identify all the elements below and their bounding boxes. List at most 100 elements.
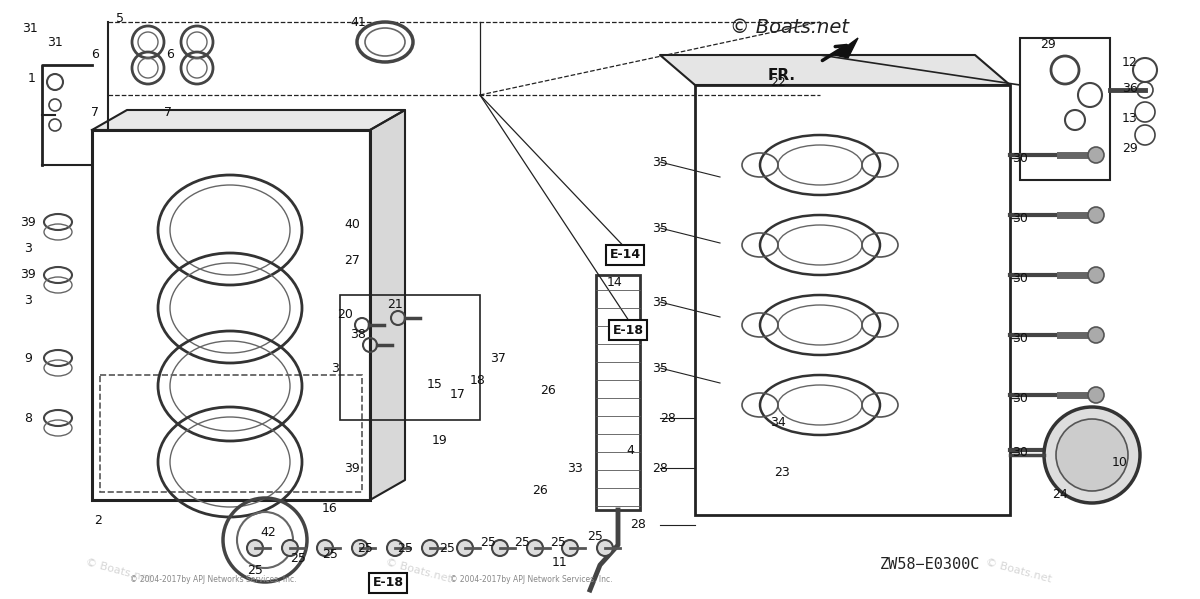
Text: 39: 39 <box>344 461 360 474</box>
Text: 35: 35 <box>652 362 668 374</box>
Text: ZW58−E0300C: ZW58−E0300C <box>880 557 980 572</box>
Text: E-18: E-18 <box>372 576 403 589</box>
Text: 22: 22 <box>770 75 786 89</box>
Text: 35: 35 <box>652 222 668 234</box>
Text: 30: 30 <box>1012 271 1028 285</box>
Text: 17: 17 <box>450 389 466 401</box>
Text: © 2004-2017by APJ Networks Services, Inc.: © 2004-2017by APJ Networks Services, Inc… <box>130 575 296 584</box>
Text: 12: 12 <box>1122 56 1138 68</box>
Text: 13: 13 <box>1122 111 1138 125</box>
Text: 30: 30 <box>1012 331 1028 344</box>
Text: 14: 14 <box>607 276 623 289</box>
Text: 27: 27 <box>344 253 360 267</box>
Circle shape <box>457 540 473 556</box>
Text: 30: 30 <box>1012 446 1028 458</box>
Text: 5: 5 <box>116 11 124 25</box>
Text: 3: 3 <box>331 362 338 374</box>
Text: 28: 28 <box>630 519 646 531</box>
Text: 9: 9 <box>24 352 32 365</box>
Circle shape <box>1088 207 1104 223</box>
Text: 25: 25 <box>247 564 263 576</box>
Circle shape <box>317 540 334 556</box>
Text: 35: 35 <box>652 295 668 308</box>
Text: E-14: E-14 <box>610 249 641 262</box>
Text: E-18: E-18 <box>612 323 643 337</box>
Text: 40: 40 <box>344 219 360 231</box>
Circle shape <box>1088 387 1104 403</box>
Circle shape <box>352 540 368 556</box>
Circle shape <box>422 540 438 556</box>
Text: 36: 36 <box>1122 81 1138 95</box>
Text: 21: 21 <box>388 298 403 311</box>
Circle shape <box>1088 267 1104 283</box>
Polygon shape <box>660 55 1010 85</box>
Text: 33: 33 <box>568 461 583 474</box>
Circle shape <box>1044 407 1140 503</box>
Text: 42: 42 <box>260 525 276 539</box>
Text: © 2004-2017by APJ Network Services, Inc.: © 2004-2017by APJ Network Services, Inc. <box>450 575 612 584</box>
Text: 26: 26 <box>540 383 556 397</box>
Polygon shape <box>92 110 406 130</box>
Text: 25: 25 <box>550 537 566 549</box>
Circle shape <box>1088 147 1104 163</box>
Text: © Boats.net: © Boats.net <box>84 557 152 584</box>
Circle shape <box>1088 442 1104 458</box>
Text: 26: 26 <box>532 483 548 497</box>
Text: 37: 37 <box>490 352 506 365</box>
Bar <box>596 275 640 510</box>
Bar <box>340 295 480 420</box>
Text: 35: 35 <box>652 156 668 168</box>
Text: © Boats.net: © Boats.net <box>730 18 850 37</box>
Circle shape <box>1088 327 1104 343</box>
Bar <box>1020 38 1110 180</box>
Polygon shape <box>370 110 406 500</box>
Text: 30: 30 <box>1012 392 1028 404</box>
Text: 11: 11 <box>552 555 568 568</box>
Text: 19: 19 <box>432 434 448 446</box>
Text: © Boats.net: © Boats.net <box>984 557 1052 584</box>
Circle shape <box>598 540 613 556</box>
Circle shape <box>282 540 298 556</box>
Text: 25: 25 <box>514 537 530 549</box>
Text: 28: 28 <box>660 412 676 425</box>
Text: 23: 23 <box>774 465 790 479</box>
Text: 15: 15 <box>427 379 443 392</box>
Text: 4: 4 <box>626 443 634 456</box>
Text: 10: 10 <box>1112 455 1128 468</box>
Text: 41: 41 <box>350 16 366 29</box>
Circle shape <box>492 540 508 556</box>
Text: 38: 38 <box>350 328 366 341</box>
Circle shape <box>1056 419 1128 491</box>
Text: 30: 30 <box>1012 152 1028 165</box>
Text: 25: 25 <box>290 552 306 564</box>
Text: FR.: FR. <box>768 68 796 83</box>
Text: 29: 29 <box>1040 38 1056 52</box>
Text: 25: 25 <box>322 549 338 561</box>
Text: 25: 25 <box>397 543 413 555</box>
Text: 2: 2 <box>94 513 102 527</box>
Text: 3: 3 <box>24 241 32 255</box>
Circle shape <box>247 540 263 556</box>
Text: 25: 25 <box>439 543 455 555</box>
Text: 28: 28 <box>652 461 668 474</box>
Text: 3: 3 <box>24 294 32 307</box>
Text: 6: 6 <box>91 49 98 62</box>
Text: 25: 25 <box>358 543 373 555</box>
Text: 34: 34 <box>770 416 786 428</box>
Circle shape <box>527 540 542 556</box>
Text: 31: 31 <box>22 22 38 35</box>
Text: 6: 6 <box>166 49 174 62</box>
Text: 20: 20 <box>337 308 353 322</box>
Text: 7: 7 <box>164 105 172 119</box>
Text: 18: 18 <box>470 374 486 386</box>
Text: 25: 25 <box>587 531 602 543</box>
Circle shape <box>386 540 403 556</box>
Text: 25: 25 <box>480 537 496 549</box>
Text: 31: 31 <box>47 35 62 49</box>
Circle shape <box>562 540 578 556</box>
Text: 39: 39 <box>20 216 36 228</box>
Text: 1: 1 <box>28 71 36 84</box>
Bar <box>695 85 1010 515</box>
Text: 29: 29 <box>1122 141 1138 155</box>
Text: 7: 7 <box>91 105 98 119</box>
